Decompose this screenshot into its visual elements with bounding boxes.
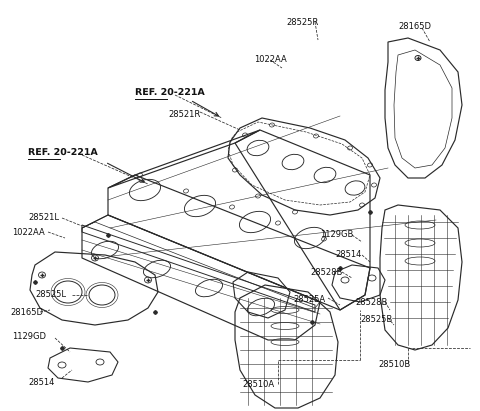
- Text: 28525A: 28525A: [293, 295, 325, 304]
- Text: 28514: 28514: [335, 250, 361, 259]
- Text: 28521L: 28521L: [28, 213, 59, 222]
- Text: 28521R: 28521R: [168, 110, 200, 119]
- Text: 28525R: 28525R: [286, 18, 318, 27]
- Text: 28525L: 28525L: [35, 290, 66, 299]
- Text: 28510A: 28510A: [242, 380, 274, 389]
- Text: 28525B: 28525B: [360, 315, 392, 324]
- Text: 1022AA: 1022AA: [12, 228, 45, 237]
- Text: 28165D: 28165D: [398, 22, 431, 31]
- Text: REF. 20-221A: REF. 20-221A: [28, 148, 98, 157]
- Text: 28165D: 28165D: [10, 308, 43, 317]
- Text: 1129GB: 1129GB: [320, 230, 353, 239]
- Text: 28528B: 28528B: [355, 298, 387, 307]
- Text: 28514: 28514: [28, 378, 54, 387]
- Text: 1129GD: 1129GD: [12, 332, 46, 341]
- Text: 28510B: 28510B: [378, 360, 410, 369]
- Text: REF. 20-221A: REF. 20-221A: [135, 88, 205, 97]
- Text: 28528B: 28528B: [310, 268, 342, 277]
- Text: 1022AA: 1022AA: [254, 55, 287, 64]
